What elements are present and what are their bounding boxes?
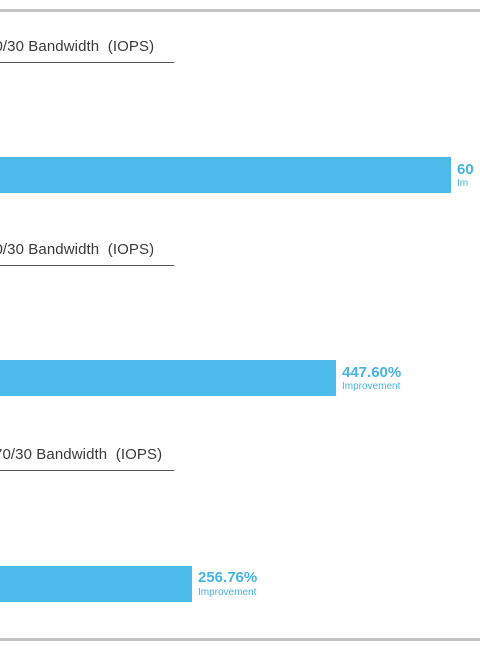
bar-panel-3 (0, 566, 192, 602)
panel-2-title-text: 70/30 Bandwidth (IOPS) (0, 241, 155, 258)
panel-3-title-text: 70/30 Bandwidth (IOPS) (0, 446, 163, 463)
bar-panel-2-value-label: 447.60% (342, 364, 402, 381)
bar-panel-3-improvement-label: Improvement (198, 587, 257, 598)
panel-1-title: 70/30 Bandwidth (IOPS) (0, 38, 168, 55)
panel-2-title-underline (0, 265, 174, 266)
panel-2-title: 70/30 Bandwidth (IOPS) (0, 241, 168, 258)
bar-panel-1 (0, 157, 451, 193)
panel-3-title-underline (0, 470, 174, 471)
bar-panel-2 (0, 360, 336, 396)
bar-panel-1-improvement-label: Im (457, 178, 469, 189)
panel-3-title: 70/30 Bandwidth (IOPS) (0, 446, 168, 463)
bottom-border (0, 638, 480, 641)
top-border (0, 9, 480, 12)
panel-1-title-text: 70/30 Bandwidth (IOPS) (0, 38, 155, 55)
bar-panel-1-value-label: 60 (457, 161, 474, 178)
bar-panel-3-value-label: 256.76% (198, 569, 258, 586)
panel-1-title-underline (0, 62, 174, 63)
bar-panel-2-improvement-label: Improvement (342, 381, 401, 392)
